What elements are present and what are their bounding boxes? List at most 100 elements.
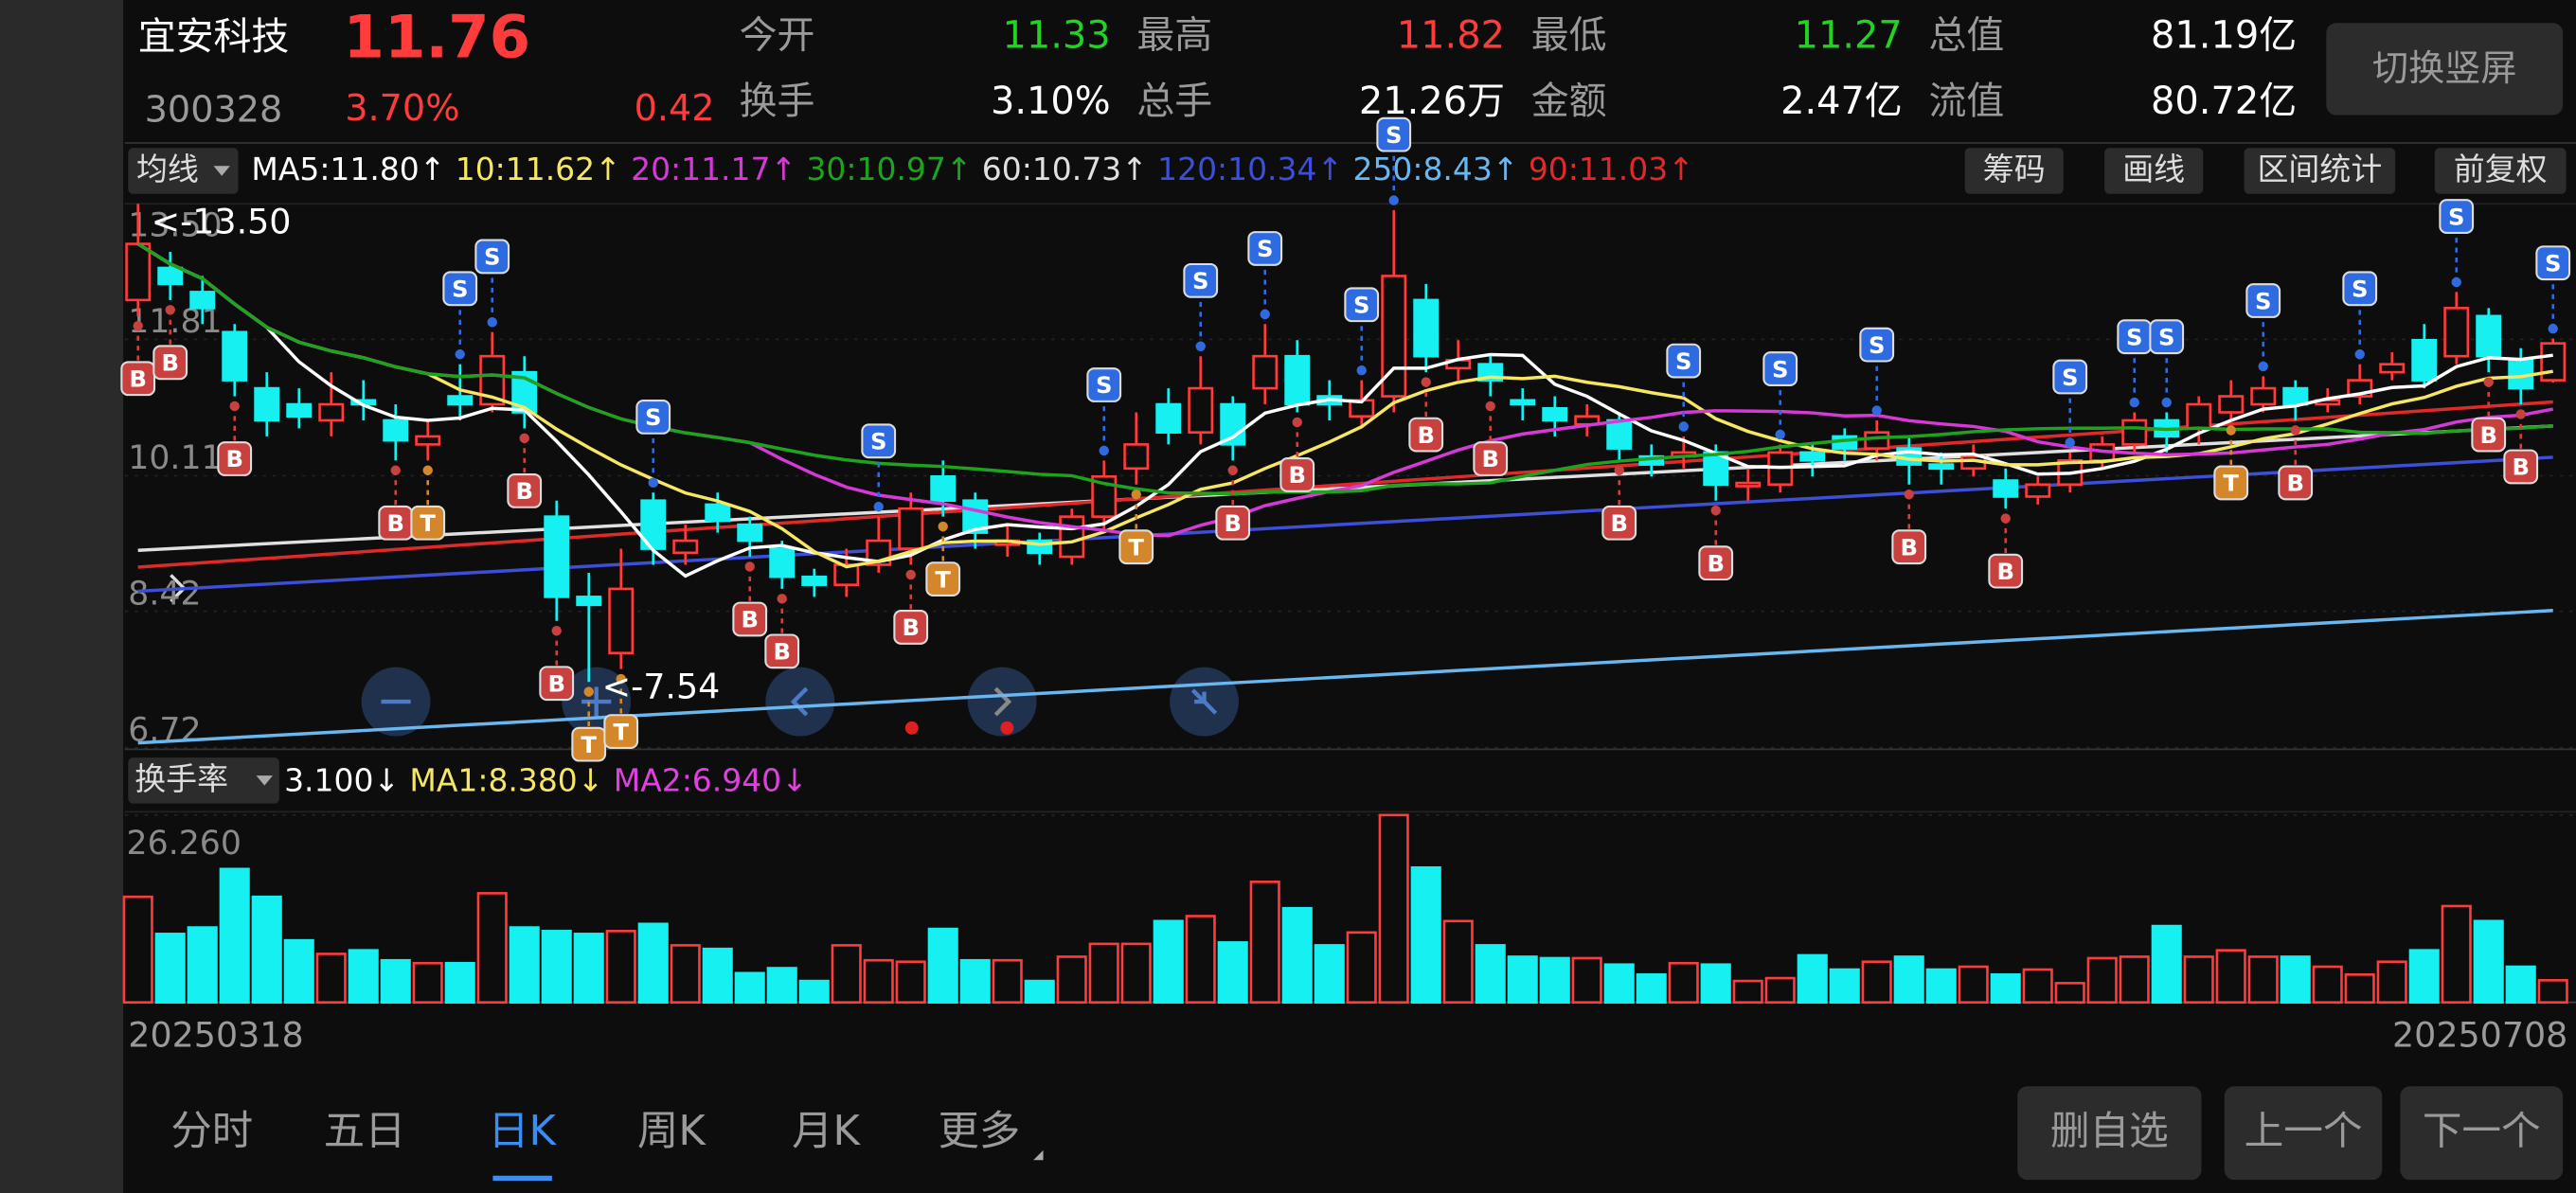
signal-label: B [129, 365, 147, 393]
tool-button[interactable] [2104, 148, 2204, 194]
candle-body [222, 330, 248, 382]
candle-body [898, 507, 924, 550]
period-tab[interactable]: 日K [488, 1108, 557, 1155]
turnover-bar [1668, 961, 1699, 1004]
signal-label: B [1224, 509, 1242, 537]
turnover-bar [2344, 972, 2375, 1004]
period-tab[interactable]: 五日 [324, 1108, 406, 1155]
turnover-selector[interactable] [128, 757, 279, 804]
dropdown-arrow [256, 775, 273, 786]
orientation-button-label[interactable]: 切换竖屏 [2372, 48, 2517, 90]
signal-dot [2129, 397, 2139, 408]
turnover-bar [2537, 979, 2568, 1004]
turnover-bar [1378, 813, 1409, 1004]
turnover-bar [670, 944, 701, 1004]
turnover-bar [283, 938, 314, 1004]
candle-body [125, 242, 152, 302]
ma-selector[interactable] [128, 148, 239, 194]
turnover-bar [2473, 919, 2504, 1004]
period-tab[interactable]: 月K [792, 1108, 861, 1155]
legend-item: 120:10.34↑ [1157, 151, 1343, 187]
stock-name: 宜安科技 [138, 15, 290, 59]
nav-button[interactable] [2017, 1086, 2202, 1181]
turnover-bar [348, 949, 379, 1004]
signal-badge [732, 601, 768, 637]
period-tab[interactable]: 更多 [939, 1108, 1021, 1155]
stat-label: 今开 [740, 13, 815, 57]
signal-badge [474, 239, 510, 275]
tool-button[interactable] [2244, 148, 2396, 194]
signal-badge [2342, 271, 2378, 307]
signal-label: T [935, 565, 951, 593]
nav-button-label[interactable]: 下一个 [2423, 1108, 2541, 1154]
y-tick-label: 11.81 [128, 303, 222, 341]
turnover-bar [2119, 955, 2150, 1004]
candle-body [1413, 298, 1440, 358]
ma-selector-label[interactable]: 均线 [136, 151, 199, 187]
signal-dot [1131, 489, 1141, 500]
stat-label: 金额 [1531, 80, 1607, 123]
tool-button-label[interactable]: 筹码 [1983, 151, 2046, 187]
turnover-bar [702, 947, 733, 1004]
tool-button-label[interactable]: 前复权 [2454, 151, 2548, 187]
candle-body [1606, 418, 1633, 450]
nav-button-label[interactable]: 上一个 [2245, 1108, 2363, 1154]
orientation-button[interactable] [2326, 23, 2564, 116]
tool-button[interactable] [2434, 148, 2567, 194]
candle-body [2476, 314, 2502, 358]
tool-button-label[interactable]: 画线 [2122, 151, 2185, 187]
signal-label: S [1869, 331, 1885, 359]
signal-label: S [1192, 267, 1208, 294]
turnover-bar [2408, 949, 2440, 1004]
signal-dot [938, 521, 948, 532]
turnover-selector-label[interactable]: 换手率 [134, 760, 228, 797]
turnover-bar [2441, 904, 2472, 1004]
stat-label: 最高 [1136, 13, 1212, 57]
turnover-bar [959, 958, 991, 1004]
signal-label: B [741, 606, 759, 633]
signal-badge [1279, 457, 1315, 492]
signal-label: B [225, 445, 243, 472]
turnover-bar [2022, 968, 2053, 1004]
turnover-bar [1571, 956, 1602, 1004]
signal-badge [635, 399, 671, 435]
candle-body [737, 523, 763, 543]
tool-button[interactable] [1964, 148, 2064, 194]
legend-item: 10:11.62↑ [456, 151, 621, 187]
candle-body [189, 291, 216, 310]
candle-body [1993, 479, 2019, 498]
turnover-bar [2183, 955, 2214, 1004]
signal-badge [861, 423, 897, 459]
turnover-bar [1829, 968, 1860, 1004]
tool-button-label[interactable]: 区间统计 [2257, 151, 2382, 187]
signal-label: S [1353, 292, 1369, 319]
candle-body [1510, 399, 1536, 406]
candle-body [544, 515, 570, 598]
nav-button-label[interactable]: 删自选 [2050, 1108, 2169, 1154]
period-tab[interactable]: 分时 [170, 1108, 253, 1155]
signal-label: B [1610, 509, 1628, 537]
pan-left[interactable] [765, 667, 835, 737]
signal-dot [165, 305, 175, 315]
candle-body [705, 503, 731, 523]
signal-badge [2439, 199, 2475, 234]
nav-button[interactable] [2224, 1086, 2383, 1181]
signal-label: S [2158, 323, 2174, 350]
signal-badge [1473, 441, 1509, 476]
stat-value: 80.72亿 [2151, 80, 2297, 123]
signal-dot [1904, 489, 1914, 500]
turnover-bar [1346, 931, 1377, 1004]
nav-button[interactable] [2400, 1086, 2564, 1181]
turnover-bar [187, 926, 218, 1004]
turnover-bar [444, 961, 475, 1004]
turnover-bar [122, 895, 153, 1004]
signal-dot [422, 465, 433, 475]
signal-dot [777, 594, 787, 604]
pan-right[interactable] [967, 667, 1037, 737]
candle-body [447, 395, 474, 406]
turnover-bar [476, 892, 508, 1004]
signal-dot [2354, 349, 2365, 360]
signal-dot [487, 317, 497, 328]
period-tab[interactable]: 周K [637, 1108, 707, 1155]
